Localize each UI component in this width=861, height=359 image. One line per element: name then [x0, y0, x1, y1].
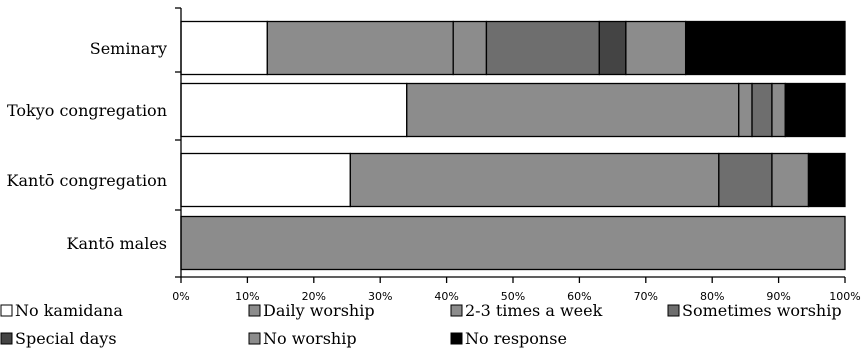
x-tick-label-4: 40%: [434, 290, 458, 303]
bar-kant-congregation-no-worship: [771, 152, 810, 208]
bar-kant-congregation-daily-worship: [349, 152, 720, 208]
x-tick-label-7: 70%: [634, 290, 658, 303]
bar-kant-males-daily-worship: [180, 215, 846, 271]
legend-label-no-response: No response: [465, 329, 567, 348]
category-label-kant-congregation: Kantō congregation: [7, 171, 167, 190]
bar-tokyo-congregation-no-response: [784, 82, 846, 138]
x-tick-label-3: 30%: [368, 290, 392, 303]
bar-seminary-special-days: [598, 20, 627, 76]
legend-label-sometimes-worship: Sometimes worship: [682, 301, 842, 320]
x-tick-label-9: 90%: [766, 290, 790, 303]
bar-tokyo-congregation-sometimes-worship: [751, 82, 773, 138]
bar-tokyo-congregation-daily-worship: [406, 82, 740, 138]
legend-label-daily-worship: Daily worship: [263, 301, 375, 320]
x-tick-label-1: 10%: [235, 290, 259, 303]
bar-seminary-sometimes-worship: [485, 20, 600, 76]
category-label-seminary: Seminary: [90, 39, 167, 58]
category-label-kant-males: Kantō males: [67, 234, 167, 253]
bar-seminary-no-worship: [625, 20, 687, 76]
x-tick-label-8: 80%: [700, 290, 724, 303]
x-tick-label-10: 100%: [829, 290, 860, 303]
category-label-tokyo-congregation: Tokyo congregation: [7, 101, 167, 120]
bar-seminary-daily-worship: [266, 20, 454, 76]
bar-seminary-no-kamidana: [180, 20, 268, 76]
bar-seminary-2-3-times-a-week: [452, 20, 488, 76]
x-tick-label-2: 20%: [302, 290, 326, 303]
bar-tokyo-congregation-no-worship: [771, 82, 786, 138]
bars-layer: [180, 20, 846, 271]
legend-swatch-special-days: [0, 332, 13, 345]
x-tick-label-0: 0%: [172, 290, 189, 303]
bar-kant-congregation-no-kamidana: [180, 152, 351, 208]
legend-swatch-2-3-times-a-week: [450, 304, 463, 317]
axis-layer: Seminary Tokyo congregation Kantō congrega…: [7, 7, 861, 303]
legend-swatch-no-response: [450, 332, 463, 345]
x-tick-label-6: 60%: [567, 290, 591, 303]
x-tick-label-5: 50%: [501, 290, 525, 303]
legend-swatch-daily-worship: [248, 304, 261, 317]
legend-label-2-3-times-a-week: 2-3 times a week: [465, 301, 603, 320]
legend-label-no-kamidana: No kamidana: [15, 301, 123, 320]
bar-tokyo-congregation-2-3-times-a-week: [738, 82, 753, 138]
bar-kant-congregation-no-response: [807, 152, 846, 208]
legend-label-special-days: Special days: [15, 329, 117, 348]
legend: No kamidana Daily worship 2-3 times a week…: [0, 301, 842, 348]
bar-seminary-no-response: [684, 20, 846, 76]
legend-swatch-no-worship: [248, 332, 261, 345]
bar-tokyo-congregation-no-kamidana: [180, 82, 408, 138]
legend-label-no-worship: No worship: [263, 329, 357, 348]
legend-swatch-no-kamidana: [0, 304, 13, 317]
bar-kant-congregation-sometimes-worship: [718, 152, 773, 208]
legend-swatch-sometimes-worship: [667, 304, 680, 317]
